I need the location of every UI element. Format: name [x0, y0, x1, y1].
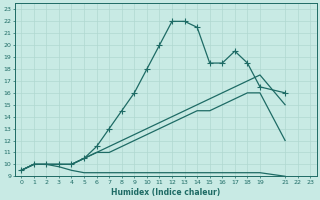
X-axis label: Humidex (Indice chaleur): Humidex (Indice chaleur) [111, 188, 220, 197]
